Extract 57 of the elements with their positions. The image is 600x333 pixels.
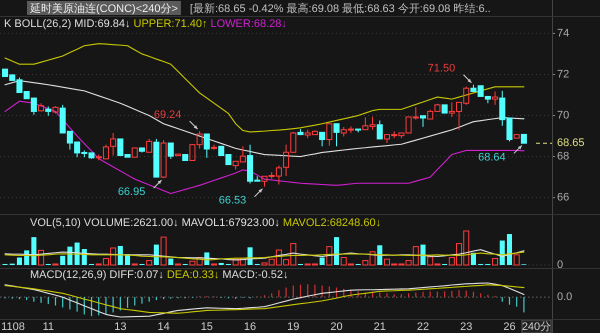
y-tick-label: 66	[557, 192, 570, 204]
annotation: 66.53	[218, 194, 246, 207]
bar	[60, 256, 66, 265]
ref-line-label: 0.0	[557, 291, 572, 304]
text: LOWER:68.28↓	[210, 18, 287, 30]
x-axis-title: 240分	[522, 320, 552, 333]
bar	[38, 250, 44, 266]
annotation: 68.64	[478, 151, 506, 164]
text: MAVOL2:68248.60↓	[282, 217, 382, 229]
x-tick-label: 13	[114, 320, 126, 333]
bar	[118, 246, 123, 265]
bar	[420, 244, 426, 265]
legend-title: VOL(5,10) VOLUME:2621.00↓	[30, 217, 179, 229]
chart-subtitle: [最新:68.65 -0.42% 最高:69.08 最低:68.63 今开:69.08 昨结:6..	[190, 2, 491, 15]
bar	[377, 245, 382, 265]
bar	[168, 258, 174, 265]
ref-line-label: 0	[557, 258, 564, 271]
annotation: 66.95	[118, 186, 146, 198]
y-tick-label: 72	[557, 68, 570, 80]
chart-title: 延时美原油连(CONC)<240分>	[29, 2, 178, 15]
x-tick-label: 16	[244, 320, 256, 333]
bar	[334, 237, 340, 265]
x-tick-label: 23	[460, 320, 472, 333]
bar	[506, 234, 512, 265]
text: MID:69.84↓	[74, 18, 131, 30]
x-tick-label: 1108	[1, 320, 25, 333]
y-tick-label: 70	[557, 109, 570, 122]
legend-title: MACD(12,26,9)	[30, 269, 106, 281]
ref-line-label: 68.65	[557, 137, 585, 150]
y-tick-label: 74	[557, 27, 570, 40]
text: MACD:-0.52↓	[222, 269, 288, 281]
text: DEA:0.33↓	[166, 269, 220, 281]
y-tick-label: 68	[557, 150, 570, 162]
series-label: UPPER:71.40↑	[134, 18, 208, 30]
x-tick-label: 14	[157, 320, 170, 333]
bar	[146, 260, 152, 266]
x-tick-label: 11	[42, 320, 54, 333]
x-tick-label: 15	[200, 320, 213, 333]
x-tick-label: 26	[503, 320, 516, 333]
x-tick-label: 19	[287, 320, 300, 333]
x-tick-label: 22	[416, 320, 430, 333]
bar	[16, 258, 22, 265]
bar	[160, 236, 167, 266]
x-tick-label: 20	[330, 320, 343, 333]
annotation: 71.50	[428, 62, 456, 75]
legend-title: K BOLL(26,2)	[4, 18, 72, 30]
bar	[492, 258, 498, 266]
text: DIFF:0.07↓	[109, 269, 164, 281]
bar	[326, 246, 332, 266]
bar	[514, 254, 520, 266]
bar	[320, 258, 325, 265]
bar	[125, 254, 130, 265]
bar	[31, 237, 36, 265]
bar	[74, 242, 80, 265]
x-tick-label: 21	[374, 320, 386, 333]
annotation: 69.24	[154, 109, 182, 122]
text: MAVOL1:67923.00↓	[182, 217, 280, 229]
